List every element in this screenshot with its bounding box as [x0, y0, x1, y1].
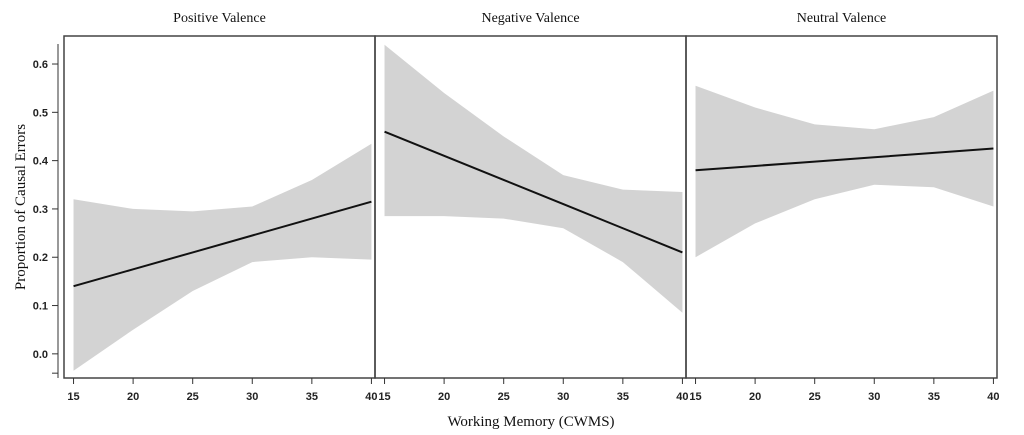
x-tick-label: 35: [617, 391, 629, 403]
y-axis-label: Proportion of Causal Errors: [13, 124, 29, 290]
panel-neutral-valence: Neutral Valence 15 20 25 30 35 40: [685, 11, 1000, 403]
y-tick-label: 0.6: [33, 59, 48, 71]
x-tick-label: 25: [809, 391, 821, 403]
panel-frame: [685, 35, 998, 379]
panel-title: Neutral Valence: [797, 11, 887, 26]
x-tick-label: 30: [868, 391, 880, 403]
x-tick-label: 30: [557, 391, 569, 403]
x-tick-label: 40: [676, 391, 688, 403]
y-tick-label: 0.5: [33, 107, 48, 119]
panel-title: Negative Valence: [481, 11, 579, 26]
confidence-band: [384, 44, 683, 313]
x-tick-label: 15: [689, 391, 701, 403]
x-axis-label: Working Memory (CWMS): [447, 414, 614, 430]
x-tick-label: 35: [306, 391, 318, 403]
panel-positive-valence: Positive Valence 15 20 25 30 35 40: [63, 11, 378, 403]
x-tick-label: 15: [67, 391, 79, 403]
x-tick-label: 40: [987, 391, 999, 403]
x-tick-label: 20: [127, 391, 139, 403]
x-tick-label: 20: [749, 391, 761, 403]
y-tick-label: 0.1: [33, 301, 48, 313]
y-tick-label: 0.2: [33, 252, 48, 264]
y-tick-label: 0.4: [33, 156, 49, 168]
y-axis: 0.0 0.1 0.2 0.3 0.4 0.5 0.6: [33, 44, 59, 378]
x-tick-label: 25: [498, 391, 510, 403]
fit-line: [384, 130, 683, 254]
x-tick-label: 25: [187, 391, 199, 403]
y-tick-label: 0.3: [33, 204, 48, 216]
fit-line: [73, 200, 372, 288]
x-tick-label: 15: [378, 391, 390, 403]
x-tick-label: 20: [438, 391, 450, 403]
fit-line: [695, 147, 994, 172]
y-tick-label: 0.0: [33, 349, 48, 361]
confidence-band: [73, 143, 372, 371]
x-tick-label: 30: [246, 391, 258, 403]
x-tick-label: 35: [928, 391, 940, 403]
x-tick-label: 40: [365, 391, 377, 403]
panel-negative-valence: Negative Valence 15 20 25 30 35 40: [374, 11, 689, 403]
panel-title: Positive Valence: [173, 11, 266, 26]
confidence-band: [695, 85, 994, 258]
